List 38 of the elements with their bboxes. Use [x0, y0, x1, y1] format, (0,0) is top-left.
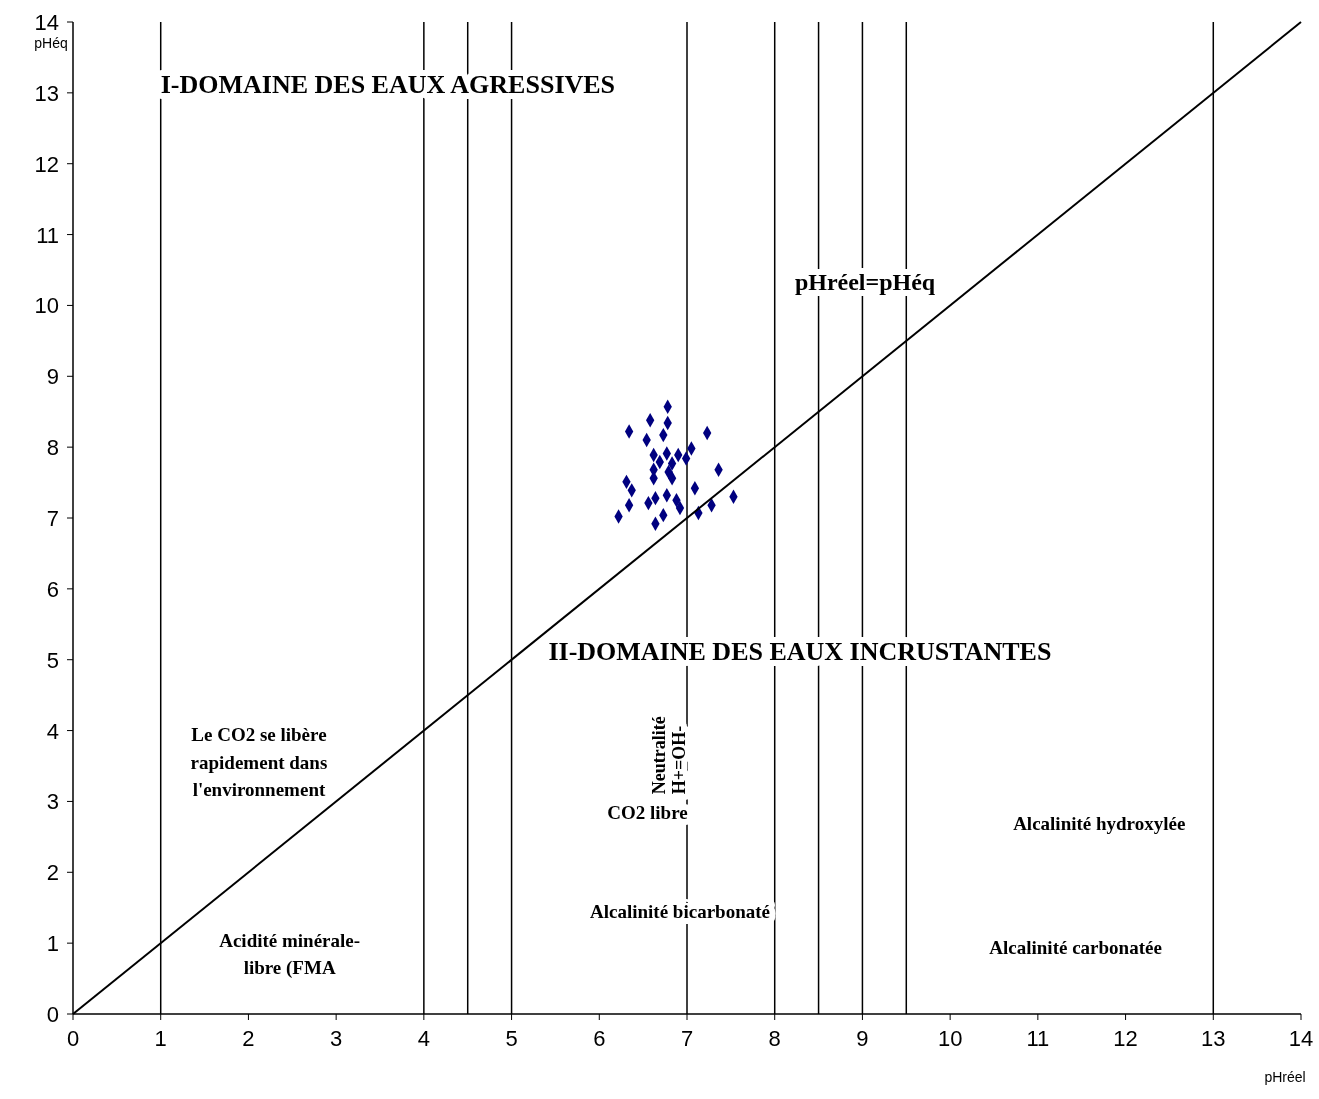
y-tick-label: 0 [46, 1002, 59, 1027]
x-tick-label: 6 [593, 1026, 606, 1051]
y-tick-label: 13 [34, 80, 59, 106]
y-tick-label: 4 [46, 718, 59, 744]
y-tick-label: 8 [46, 435, 59, 461]
annotation: H+=OH- [669, 725, 690, 795]
x-tick-label: 5 [505, 1026, 518, 1051]
x-tick-label: 8 [768, 1026, 781, 1051]
y-tick-label: 12 [34, 151, 59, 177]
y-tick-label: 2 [46, 860, 59, 886]
annotation: Alcalinité hydroxylée [1013, 812, 1186, 834]
x-axis-title: pHréel [1264, 1069, 1306, 1085]
x-tick-label: 9 [856, 1026, 869, 1051]
annotation: Alcalinité carbonatée [989, 936, 1162, 958]
x-tick-label: 11 [1026, 1026, 1050, 1051]
annotation: Le CO2 se libère rapidement dans l'environnement [190, 724, 328, 801]
y-tick-label: 10 [34, 293, 59, 319]
x-tick-label: 1 [154, 1026, 167, 1051]
x-tick-label: 10 [937, 1026, 963, 1051]
y-tick-label: 11 [36, 222, 59, 248]
y-axis-title: pHéq [34, 35, 68, 51]
y-tick-label: 3 [46, 789, 59, 815]
y-tick-label: 7 [46, 506, 59, 531]
x-tick-label: 12 [1113, 1026, 1138, 1051]
y-tick-label: 9 [46, 364, 59, 390]
annotation: Acidité minérale- libre (FMA [219, 929, 361, 980]
y-tick-label: 1 [46, 931, 59, 957]
y-tick-label: 6 [46, 576, 59, 602]
x-tick-label: 14 [1288, 1026, 1314, 1051]
x-tick-label: 2 [242, 1026, 255, 1051]
x-tick-label: 0 [66, 1026, 80, 1051]
annotation: Neutralité [649, 716, 670, 795]
x-tick-label: 4 [417, 1026, 430, 1051]
x-tick-label: 13 [1201, 1026, 1226, 1051]
y-tick-label: 14 [34, 10, 59, 35]
x-tick-label: 3 [330, 1026, 343, 1051]
y-tick-label: 5 [46, 647, 59, 673]
x-tick-label: 7 [680, 1026, 694, 1051]
